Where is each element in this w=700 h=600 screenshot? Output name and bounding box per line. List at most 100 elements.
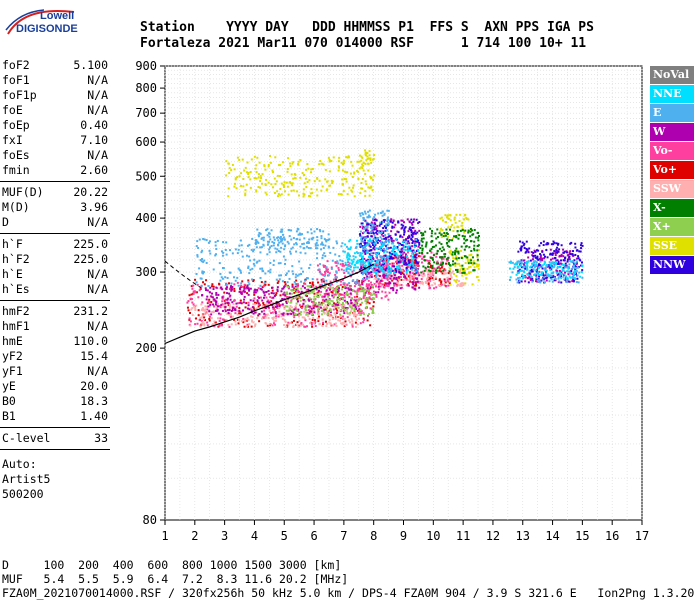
data-point — [346, 254, 349, 257]
data-point — [316, 247, 319, 250]
data-point — [395, 289, 398, 292]
data-point — [366, 162, 369, 165]
data-point — [417, 245, 420, 248]
data-point — [335, 240, 338, 243]
data-point — [290, 238, 293, 241]
data-point — [415, 263, 418, 266]
data-point — [365, 273, 368, 276]
data-point — [268, 301, 271, 304]
data-point — [556, 246, 559, 249]
data-point — [320, 237, 323, 240]
data-point — [410, 229, 413, 232]
data-point — [444, 234, 447, 237]
data-point — [422, 237, 425, 240]
data-point — [370, 235, 373, 238]
data-point — [447, 284, 450, 287]
data-point — [364, 194, 367, 197]
data-point — [372, 252, 375, 255]
data-point — [225, 253, 228, 256]
data-point — [372, 269, 375, 272]
data-point — [449, 277, 452, 280]
data-point — [352, 269, 355, 272]
data-point — [439, 256, 442, 259]
data-point — [391, 262, 394, 265]
data-point — [378, 283, 381, 286]
data-point — [406, 251, 409, 254]
data-point — [250, 307, 253, 310]
data-point — [376, 230, 379, 233]
data-point — [353, 285, 356, 288]
data-point — [449, 264, 452, 267]
data-point — [286, 170, 289, 173]
data-point — [337, 262, 340, 265]
data-point — [553, 276, 556, 279]
data-point — [345, 178, 348, 181]
data-point — [266, 253, 269, 256]
data-point — [337, 306, 340, 309]
data-point — [565, 250, 568, 253]
data-point — [427, 274, 430, 277]
data-point — [328, 315, 331, 318]
data-point — [286, 293, 289, 296]
data-point — [295, 302, 298, 305]
data-point — [415, 267, 418, 270]
data-point — [291, 184, 294, 187]
data-point — [225, 286, 228, 289]
data-point — [337, 319, 340, 322]
data-point — [413, 245, 416, 248]
data-point — [557, 250, 560, 253]
data-point — [311, 301, 314, 304]
x-tick-label: 8 — [370, 529, 377, 543]
data-point — [524, 251, 527, 254]
data-point — [248, 308, 251, 311]
data-point — [387, 283, 390, 286]
data-point — [344, 323, 347, 326]
data-point — [378, 288, 381, 291]
data-point — [375, 269, 378, 272]
data-point — [275, 180, 278, 183]
data-point — [404, 248, 407, 251]
data-point — [388, 275, 391, 278]
data-point — [451, 237, 454, 240]
data-point — [270, 312, 273, 315]
data-point — [308, 266, 311, 269]
data-point — [338, 298, 341, 301]
data-point — [287, 242, 290, 245]
data-point — [356, 278, 359, 281]
data-point — [316, 305, 319, 308]
data-point — [440, 235, 443, 238]
data-point — [332, 324, 335, 327]
data-point — [529, 278, 532, 281]
data-point — [344, 317, 347, 320]
data-point — [403, 227, 406, 230]
data-point — [190, 298, 193, 301]
data-point — [386, 255, 389, 258]
data-point — [368, 242, 371, 245]
data-point — [258, 320, 261, 323]
data-point — [474, 236, 477, 239]
data-point — [409, 263, 412, 266]
data-point — [439, 247, 442, 250]
data-point — [516, 260, 519, 263]
data-point — [562, 259, 565, 262]
data-point — [359, 192, 362, 195]
data-point — [532, 268, 535, 271]
data-point — [246, 161, 249, 164]
data-point — [317, 310, 320, 313]
data-point — [317, 317, 320, 320]
data-point — [280, 290, 283, 293]
data-point — [373, 267, 376, 270]
data-point — [563, 264, 566, 267]
data-point — [241, 285, 244, 288]
data-point — [362, 225, 365, 228]
data-point — [427, 262, 430, 265]
data-point — [540, 242, 543, 245]
data-point — [407, 282, 410, 285]
data-point — [226, 301, 229, 304]
data-point — [255, 261, 258, 264]
data-point — [453, 263, 456, 266]
data-point — [367, 186, 370, 189]
data-point — [415, 268, 418, 271]
data-point — [380, 277, 383, 280]
data-point — [384, 276, 387, 279]
